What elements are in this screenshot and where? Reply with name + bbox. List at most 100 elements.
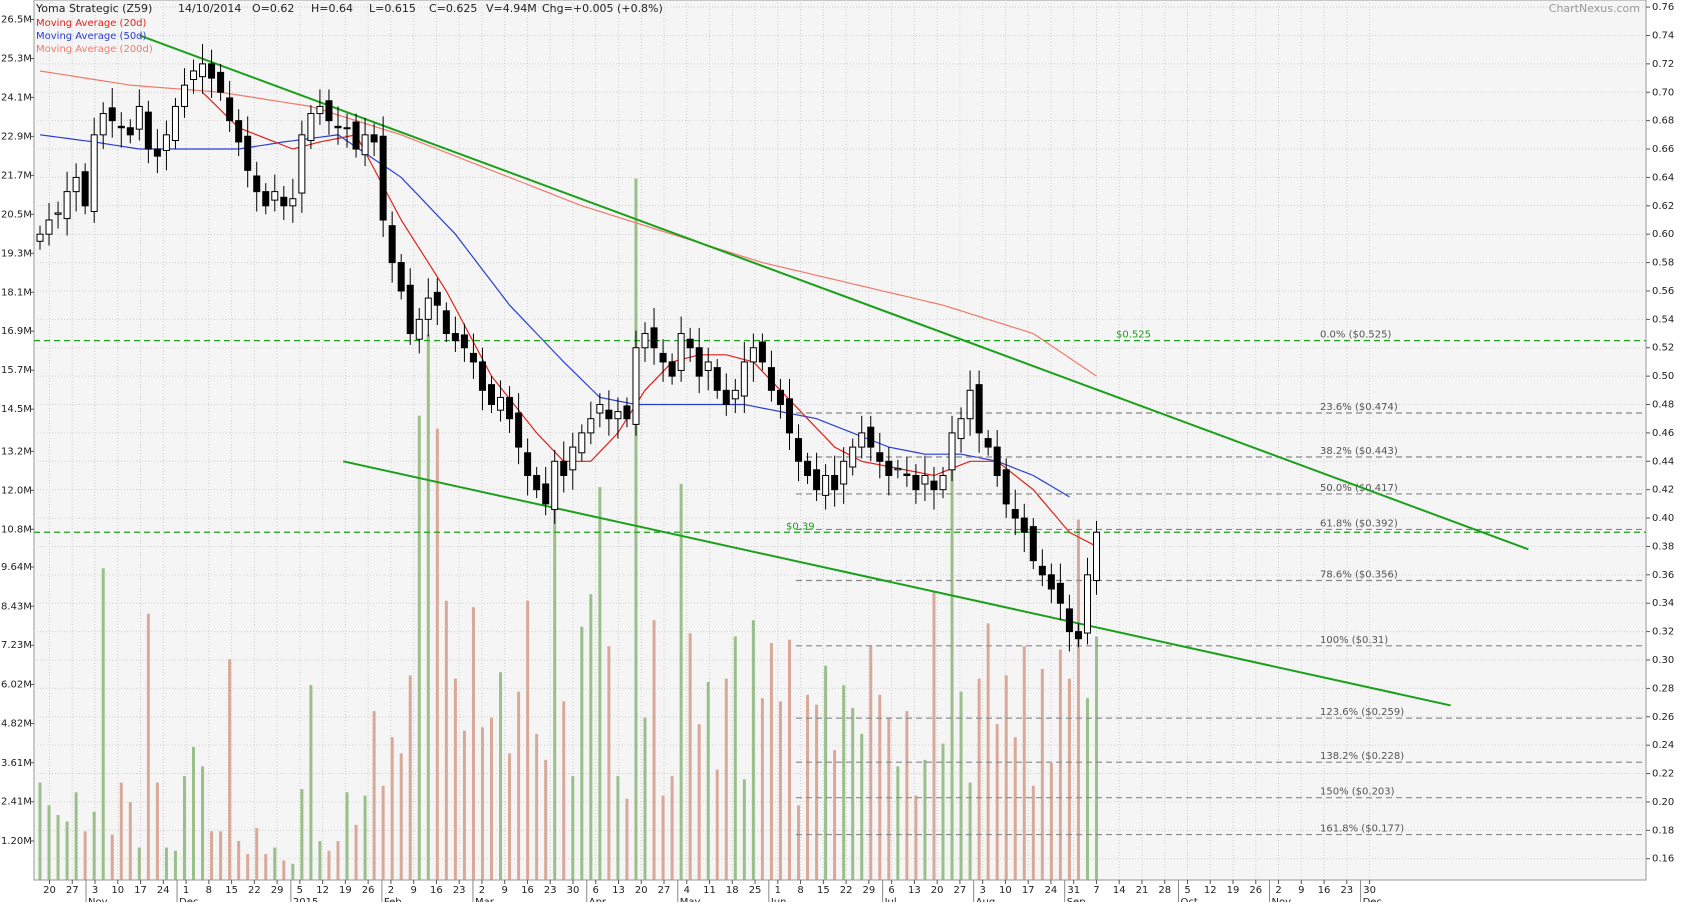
volume-bar (824, 665, 828, 880)
date-tick-label: 27 (954, 885, 967, 896)
date-tick-label: 16 (521, 885, 534, 896)
price-tick-label: 0.28 (1652, 683, 1674, 694)
date-tick-label: 6 (593, 885, 599, 896)
volume-bar (345, 792, 349, 880)
volume-bar (219, 831, 223, 880)
candle-down (506, 396, 514, 420)
date-tick-label: 30 (567, 885, 580, 896)
volume-bar (905, 711, 909, 880)
candle-down (108, 107, 116, 122)
date-tick-label: 23 (544, 885, 557, 896)
candle-up (99, 113, 107, 136)
volume-bar (210, 831, 214, 880)
fib-label: 100% ($0.31) (1320, 635, 1388, 646)
date-tick-label: 5 (297, 885, 303, 896)
candle-down (442, 310, 450, 335)
candle-up (569, 446, 577, 471)
volume-bar (363, 795, 367, 880)
volume-bar (264, 854, 268, 880)
candle-down (433, 291, 441, 306)
candle-up (1093, 531, 1101, 582)
candle-down (1011, 509, 1019, 519)
volume-bar (417, 415, 421, 880)
moving-averages (39, 70, 1097, 548)
candle-down (533, 474, 541, 491)
volume-bar (887, 717, 891, 880)
fib-label: 150% ($0.203) (1320, 787, 1395, 798)
candle-down (876, 452, 884, 462)
volume-bar (634, 178, 638, 880)
volume-bar (977, 678, 981, 880)
volume-tick-label: 4.82M (1, 718, 32, 729)
date-tick-label: 24 (157, 885, 170, 896)
candle-down (1020, 517, 1028, 533)
price-tick-label: 0.16 (1652, 854, 1674, 865)
date-tick-label: 2 (388, 885, 394, 896)
price-tick-label: 0.36 (1652, 570, 1674, 581)
volume-bar (833, 750, 837, 880)
candle-down (623, 405, 631, 420)
candle-down (352, 121, 360, 150)
price-tick-label: 0.34 (1652, 598, 1674, 609)
volume-bar (1085, 698, 1089, 880)
candle-up (190, 70, 198, 80)
candle-up (135, 105, 143, 130)
date-tick-label: 12 (1204, 885, 1217, 896)
candle-up (424, 297, 432, 320)
volume-bar (986, 623, 990, 880)
volume-bar (914, 795, 918, 880)
horizontal-levels: $0.525 $0.39 0.0% ($0.525) 23.6% ($0.474) 38… (34, 330, 1646, 836)
open-value: O=0.62 (252, 2, 294, 15)
date-tick-label: 30 (1363, 885, 1376, 896)
candle-up (307, 113, 315, 142)
trendlines (139, 34, 1529, 707)
volume-bar (65, 821, 69, 880)
support-label: $0.525 (1116, 330, 1151, 341)
candle-down (767, 367, 775, 391)
price-tick-label: 0.20 (1652, 797, 1674, 808)
date-tick-label: 21 (1136, 885, 1149, 896)
date-tick-label: 15 (225, 885, 238, 896)
volume-bar (372, 711, 376, 880)
candle-down (469, 352, 477, 363)
candle-up (641, 333, 649, 349)
month-tick-label: Mar (475, 897, 495, 902)
volume-bar (860, 733, 864, 880)
volume-bar (1049, 763, 1053, 880)
candle-down (334, 125, 342, 129)
date-tick-label: 23 (453, 885, 466, 896)
candle-up (45, 219, 53, 235)
date-tick-label: 27 (66, 885, 79, 896)
candle-up (180, 84, 188, 107)
date-tick-label: 1 (775, 885, 781, 896)
volume-bar (959, 691, 963, 880)
date-tick-label: 14 (1113, 885, 1126, 896)
date-tick-label: 20 (931, 885, 944, 896)
date-tick-label: 26 (362, 885, 375, 896)
candle-up (54, 212, 62, 215)
volume-bar (399, 753, 403, 880)
volume-bar (201, 766, 205, 880)
volume-bar (842, 685, 846, 880)
date-tick-label: 22 (248, 885, 261, 896)
high-value: H=0.64 (311, 2, 353, 15)
volume-bar (950, 454, 954, 880)
candle-down (370, 134, 378, 143)
price-tick-label: 0.22 (1652, 769, 1674, 780)
date-tick-label: 13 (908, 885, 921, 896)
volume-bar (119, 782, 123, 880)
date-tick-label: 9 (502, 885, 508, 896)
trendline-upper (139, 34, 1529, 551)
candle-down (785, 398, 793, 434)
volume-bar (318, 841, 322, 880)
candle-down (488, 384, 495, 406)
candle-down (650, 327, 658, 349)
volume-bar (571, 776, 575, 880)
candle-up (749, 347, 757, 363)
date-tick-label: 16 (430, 885, 443, 896)
volume-bar (182, 776, 186, 880)
date-tick-label: 6 (888, 885, 894, 896)
change-value: Chg=+0.005 (+0.8%) (542, 2, 663, 15)
candle-up (361, 134, 369, 156)
candle-down (253, 175, 261, 193)
